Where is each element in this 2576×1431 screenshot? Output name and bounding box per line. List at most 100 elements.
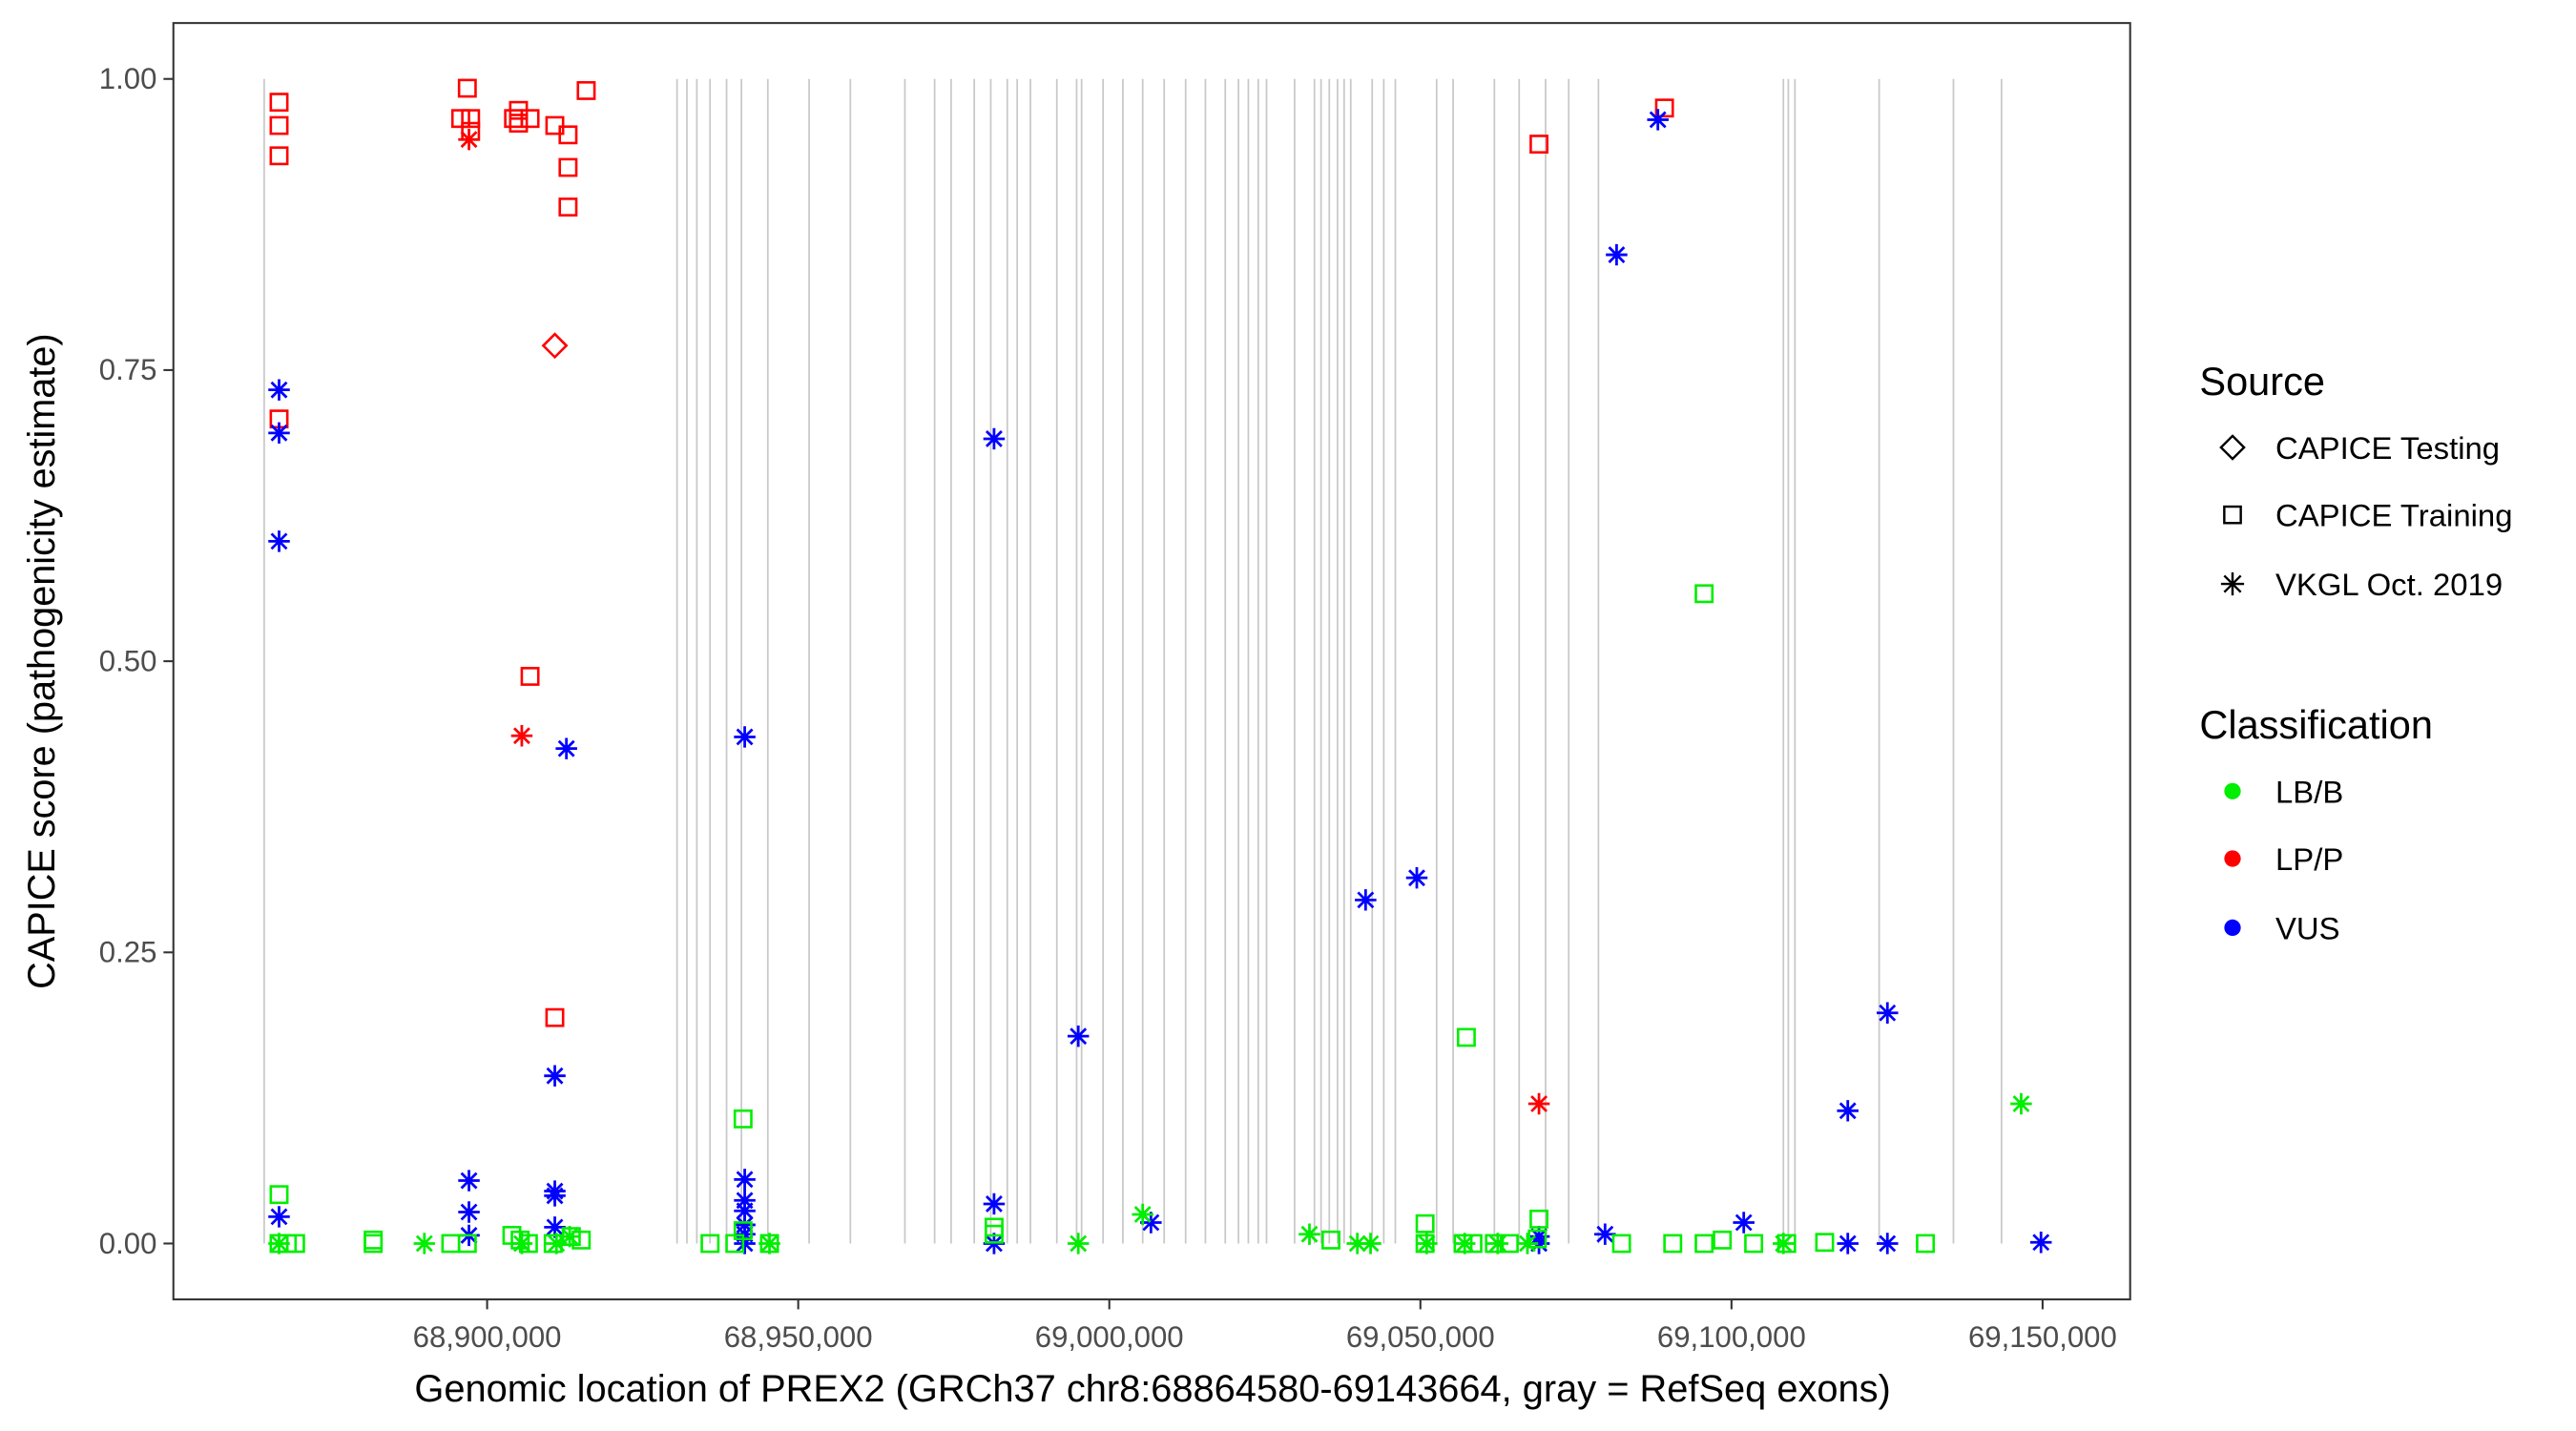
point-square-lbb bbox=[700, 1234, 720, 1254]
point-square-lpp bbox=[450, 109, 470, 129]
point-square-lbb bbox=[984, 1224, 1004, 1244]
point-square-lpp bbox=[558, 125, 578, 145]
point-asterisk-vus bbox=[1606, 243, 1628, 266]
legend-item-lpp: LP/P bbox=[2224, 841, 2343, 877]
legend-label: LP/P bbox=[2275, 841, 2343, 877]
y-axis: 0.00 0.25 0.50 0.75 1.00 bbox=[99, 62, 174, 1260]
point-square-lpp bbox=[509, 114, 529, 134]
point-asterisk-vus bbox=[1647, 109, 1669, 131]
point-asterisk-lbb bbox=[268, 1233, 290, 1255]
legend-label: CAPICE Training bbox=[2275, 498, 2513, 533]
point-square-lpp bbox=[461, 109, 481, 129]
point-asterisk-vus bbox=[983, 1192, 1006, 1215]
y-tick-label: 0.75 bbox=[99, 353, 157, 386]
point-asterisk-lbb bbox=[1516, 1233, 1539, 1255]
point-asterisk-lpp bbox=[1527, 1092, 1550, 1115]
point-square-lbb bbox=[1415, 1213, 1435, 1234]
x-axis-title: Genomic location of PREX2 (GRCh37 chr8:6… bbox=[414, 1368, 1890, 1410]
exon-lines bbox=[263, 78, 2003, 1244]
x-axis: 68,900,000 68,950,000 69,000,000 69,050,000… bbox=[413, 1299, 2117, 1354]
point-asterisk-vus bbox=[734, 1200, 756, 1222]
y-axis-title: CAPICE score (pathogenicity estimate) bbox=[21, 333, 63, 988]
point-square-lbb bbox=[457, 1234, 477, 1254]
y-tick-label: 0.50 bbox=[99, 645, 157, 678]
point-square-lpp bbox=[1529, 135, 1549, 155]
x-tick-label: 68,950,000 bbox=[724, 1320, 873, 1354]
legend-class-title: Classification bbox=[2199, 702, 2433, 747]
legend-label: LB/B bbox=[2275, 774, 2343, 809]
point-asterisk-vus bbox=[1837, 1100, 1859, 1122]
point-square-lpp bbox=[576, 81, 596, 100]
legend-item-capice-training: CAPICE Training bbox=[2223, 498, 2513, 533]
point-diamond-lpp bbox=[541, 332, 569, 360]
point-asterisk-lbb bbox=[1067, 1233, 1090, 1255]
point-square-lbb bbox=[1663, 1234, 1683, 1254]
y-tick-label: 1.00 bbox=[99, 62, 157, 95]
x-tick-label: 69,050,000 bbox=[1346, 1320, 1495, 1354]
point-asterisk-lbb bbox=[1298, 1223, 1320, 1245]
point-square-lpp bbox=[269, 146, 289, 166]
point-square-lbb bbox=[733, 1109, 753, 1129]
red-dot-icon bbox=[2224, 850, 2241, 867]
point-square-lbb bbox=[1694, 584, 1714, 604]
diamond-icon bbox=[2219, 434, 2246, 461]
point-asterisk-lbb bbox=[546, 1233, 568, 1255]
point-asterisk-vus bbox=[1527, 1233, 1550, 1255]
point-asterisk-vus bbox=[2029, 1232, 2052, 1254]
point-square-lbb bbox=[1321, 1230, 1340, 1250]
point-square-lpp bbox=[269, 115, 289, 135]
point-asterisk-lbb bbox=[1416, 1233, 1438, 1255]
square-icon bbox=[2223, 505, 2242, 525]
point-asterisk-vus bbox=[458, 1201, 480, 1223]
y-tick-label: 0.00 bbox=[99, 1227, 157, 1260]
point-asterisk-vus bbox=[268, 422, 290, 445]
point-square-lbb bbox=[1713, 1230, 1733, 1250]
point-asterisk-lbb bbox=[1772, 1233, 1795, 1255]
point-asterisk-vus bbox=[544, 1185, 566, 1207]
asterisk-icon bbox=[2220, 572, 2245, 596]
legend-item-lbb: LB/B bbox=[2224, 774, 2343, 809]
point-square-lbb bbox=[1916, 1234, 1936, 1254]
point-asterisk-vus bbox=[268, 1206, 290, 1228]
point-asterisk-lbb bbox=[1132, 1203, 1153, 1226]
legend-label: CAPICE Testing bbox=[2275, 430, 2500, 466]
point-asterisk-vus bbox=[734, 1233, 756, 1255]
point-square-lbb bbox=[1527, 1229, 1548, 1249]
point-asterisk-lpp bbox=[458, 129, 480, 151]
point-asterisk-vus bbox=[555, 737, 577, 759]
legend-item-vkgl: VKGL Oct. 2019 bbox=[2220, 567, 2503, 602]
legend: Source CAPICE Testing CAPICE Training VK… bbox=[2199, 359, 2512, 946]
legend-label: VKGL Oct. 2019 bbox=[2275, 567, 2503, 602]
point-square-lbb bbox=[1529, 1209, 1549, 1229]
point-asterisk-vus bbox=[1594, 1223, 1616, 1245]
legend-label: VUS bbox=[2275, 911, 2340, 946]
point-asterisk-lbb bbox=[2010, 1092, 2032, 1115]
y-tick-label: 0.25 bbox=[99, 936, 157, 969]
point-asterisk-vus bbox=[1877, 1233, 1899, 1255]
point-square-lbb bbox=[1456, 1027, 1476, 1047]
point-square-lbb bbox=[1611, 1234, 1631, 1254]
data-points bbox=[268, 78, 2052, 1255]
point-asterisk-vus bbox=[1140, 1212, 1162, 1234]
point-asterisk-lbb bbox=[510, 1233, 533, 1255]
point-square-lpp bbox=[558, 197, 578, 217]
point-asterisk-vus bbox=[734, 1169, 756, 1191]
point-square-lpp bbox=[558, 157, 578, 177]
legend-source-title: Source bbox=[2199, 359, 2325, 404]
point-asterisk-lpp bbox=[510, 725, 533, 747]
point-square-lpp bbox=[545, 1007, 565, 1027]
legend-item-vus: VUS bbox=[2224, 911, 2340, 946]
point-asterisk-lbb bbox=[558, 1225, 581, 1248]
point-square-lbb bbox=[733, 1221, 753, 1240]
point-asterisk-lbb bbox=[1453, 1233, 1476, 1255]
point-square-lbb bbox=[1694, 1234, 1714, 1254]
point-asterisk-vus bbox=[458, 1170, 480, 1192]
point-square-lbb bbox=[1815, 1233, 1835, 1253]
point-asterisk-vus bbox=[734, 726, 756, 748]
x-tick-label: 69,150,000 bbox=[1968, 1320, 2117, 1354]
point-asterisk-lbb bbox=[1486, 1233, 1509, 1255]
point-square-lpp bbox=[1654, 98, 1674, 118]
point-asterisk-vus bbox=[1733, 1212, 1755, 1234]
